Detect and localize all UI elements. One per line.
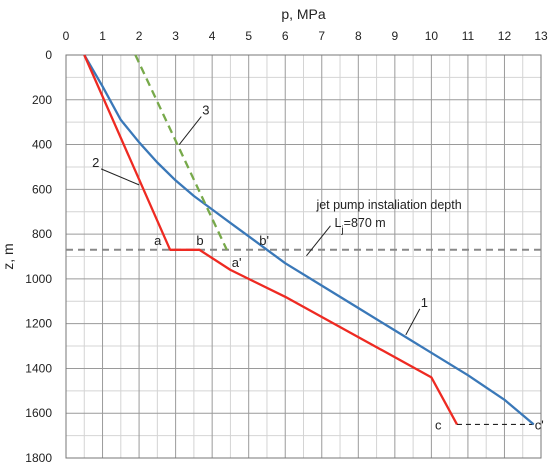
x-tick-label: 0 — [63, 29, 70, 43]
x-tick-label: 9 — [392, 29, 399, 43]
x-tick-label: 7 — [318, 29, 325, 43]
point-label: c' — [535, 417, 544, 432]
y-tick-label: 1600 — [25, 406, 52, 420]
series-3-line — [134, 54, 228, 251]
y-tick-label: 600 — [32, 182, 52, 196]
x-tick-label: 6 — [282, 29, 289, 43]
x-axis-title: p, MPa — [281, 6, 326, 22]
x-tick-label: 10 — [425, 29, 439, 43]
curve-label-pointer — [100, 168, 140, 186]
y-tick-label: 0 — [45, 48, 52, 62]
x-tick-labels: 0 1 2 3 4 5 6 7 8 9 10 11 12 13 — [63, 29, 548, 43]
x-tick-label: 2 — [136, 29, 143, 43]
annotation-prefix: L — [334, 216, 341, 230]
y-axis-title: z, m — [0, 243, 16, 269]
point-label: b' — [259, 233, 269, 248]
x-tick-label: 13 — [534, 29, 548, 43]
reference-lines — [66, 248, 541, 426]
point-label: c — [435, 417, 442, 432]
y-tick-label: 800 — [32, 227, 52, 241]
plot-frame — [65, 54, 542, 459]
x-tick-label: 12 — [498, 29, 512, 43]
point-label: b — [196, 233, 203, 248]
curve-label: 2 — [92, 155, 99, 170]
y-tick-label: 200 — [32, 93, 52, 107]
x-tick-label: 1 — [99, 29, 106, 43]
curve-label: 1 — [421, 295, 428, 310]
x-tick-label: 5 — [245, 29, 252, 43]
y-tick-label: 1800 — [25, 451, 52, 465]
point-label: a — [154, 233, 162, 248]
y-tick-label: 1000 — [25, 272, 52, 286]
x-tick-label: 11 — [462, 29, 475, 43]
annotation-line-2: Lj=870 m — [334, 216, 385, 236]
curve-label: 3 — [202, 103, 209, 118]
point-label: a' — [232, 255, 242, 270]
annotation-subscript: j — [340, 224, 343, 235]
y-tick-label: 400 — [32, 138, 52, 152]
x-tick-label: 3 — [172, 29, 179, 43]
minor-grid — [66, 55, 541, 458]
series-1-line — [83, 54, 535, 426]
curve-label-pointer — [178, 116, 202, 145]
label-pointers — [100, 116, 421, 336]
label-layer: a b b' a' c c' 1 2 3 — [92, 103, 544, 433]
series-layer — [83, 54, 535, 426]
x-tick-label: 4 — [209, 29, 216, 43]
y-tick-labels: 0 200 400 600 800 1000 1200 1400 1600 1800 — [25, 48, 52, 465]
series-2-line — [83, 54, 459, 425]
annotation-pointer — [306, 225, 331, 257]
y-tick-label: 1400 — [25, 361, 52, 375]
jet-pump-annotation: jet pump instaliation depth Lj=870 m — [315, 198, 461, 236]
curve-label-pointer — [405, 308, 421, 336]
x-tick-label: 8 — [355, 29, 362, 43]
y-tick-label: 1200 — [25, 317, 52, 331]
annotation-line-1: jet pump instaliation depth — [315, 198, 461, 212]
annotation-suffix: =870 m — [344, 216, 386, 230]
